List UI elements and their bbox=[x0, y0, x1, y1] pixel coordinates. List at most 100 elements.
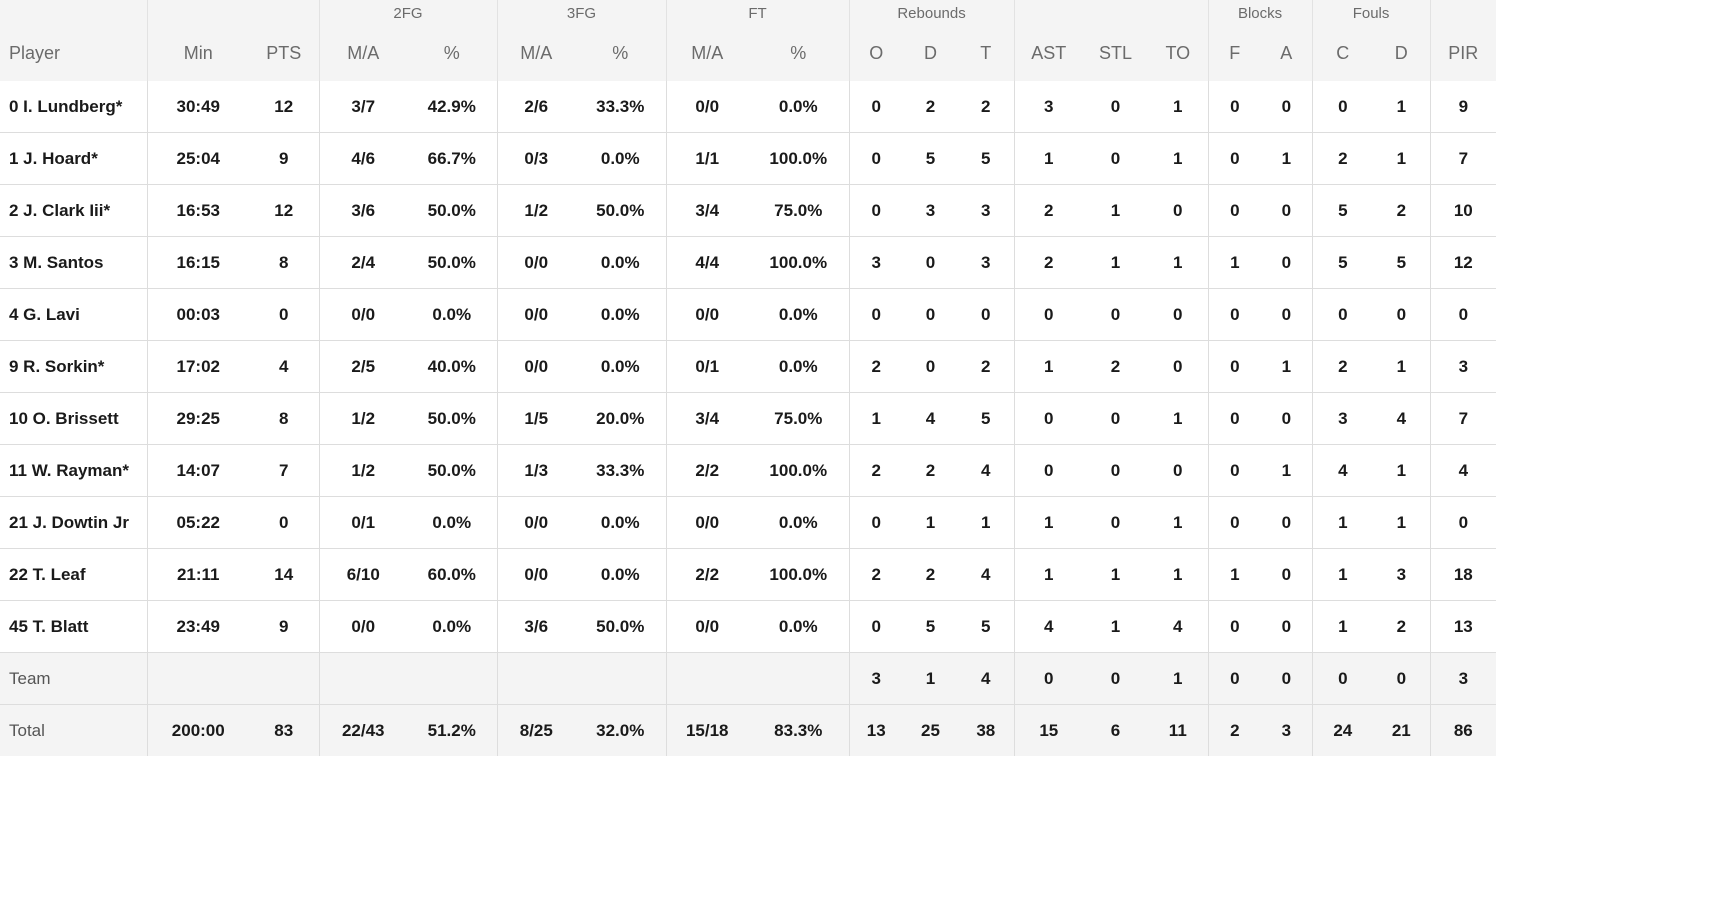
stat-cell-blk-a: 0 bbox=[1261, 496, 1313, 549]
stat-cell-3fg-ma: 0/0 bbox=[496, 496, 575, 549]
stat-cell-ft-pct: 83.3% bbox=[748, 704, 850, 756]
stat-cell-foul-d: 4 bbox=[1373, 392, 1431, 445]
player-row: 45 T. Blatt 23:49 9 0/0 0.0% 3/6 50.0% 0/0 0.0% 0… bbox=[0, 600, 1497, 653]
column-header-player[interactable]: Player bbox=[0, 26, 147, 81]
column-header-3fg-ma[interactable]: M/A bbox=[496, 26, 575, 81]
stat-cell-3fg-pct: 33.3% bbox=[575, 444, 666, 497]
column-header-reb-d[interactable]: D bbox=[903, 26, 959, 81]
player-name-cell[interactable]: 2 J. Clark Iii* bbox=[0, 184, 147, 237]
stat-cell-2fg-ma: 4/6 bbox=[318, 132, 407, 185]
stat-cell-stl: 0 bbox=[1083, 392, 1149, 445]
stat-cell-reb-t: 4 bbox=[958, 548, 1015, 601]
stat-cell-reb-d: 1 bbox=[903, 496, 959, 549]
stat-cell-blk-f: 0 bbox=[1207, 392, 1262, 445]
stat-cell-reb-d: 2 bbox=[903, 548, 959, 601]
player-row: 11 W. Rayman* 14:07 7 1/2 50.0% 1/3 33.3% 2/2 10… bbox=[0, 444, 1497, 497]
stat-cell-min: 25:04 bbox=[146, 132, 249, 185]
stat-cell-pir: 0 bbox=[1429, 496, 1497, 549]
stat-cell-ft-pct: 100.0% bbox=[748, 132, 850, 185]
column-header-reb-o[interactable]: O bbox=[848, 26, 904, 81]
stat-cell-ft-ma bbox=[665, 652, 748, 705]
column-header-2fg-ma[interactable]: M/A bbox=[318, 26, 407, 81]
stat-cell-2fg-pct: 0.0% bbox=[407, 496, 497, 549]
stat-cell-ast: 0 bbox=[1013, 288, 1084, 341]
stat-cell-3fg-pct: 0.0% bbox=[575, 548, 666, 601]
stat-cell-pts: 0 bbox=[249, 288, 319, 341]
stat-cell-3fg-ma: 1/2 bbox=[496, 184, 575, 237]
stat-cell-reb-d: 3 bbox=[903, 184, 959, 237]
stat-cell-stl: 0 bbox=[1083, 652, 1149, 705]
column-header-blk-a[interactable]: A bbox=[1261, 26, 1313, 81]
stat-cell-pir: 3 bbox=[1429, 340, 1497, 393]
player-name-cell[interactable]: 0 I. Lundberg* bbox=[9, 96, 123, 116]
stat-cell-foul-d: 2 bbox=[1373, 184, 1431, 237]
column-header-min[interactable]: Min bbox=[146, 26, 249, 81]
stat-cell-blk-a: 0 bbox=[1261, 392, 1313, 445]
stat-cell-3fg-ma: 0/0 bbox=[496, 236, 575, 289]
stat-cell-3fg-pct bbox=[575, 652, 666, 705]
stat-cell-3fg-ma bbox=[496, 652, 575, 705]
column-header-reb-t[interactable]: T bbox=[958, 26, 1015, 81]
stat-cell-foul-d: 1 bbox=[1373, 340, 1431, 393]
player-name-cell[interactable]: 11 W. Rayman* bbox=[0, 444, 147, 497]
column-header-pts[interactable]: PTS bbox=[249, 26, 319, 81]
stat-cell-2fg-ma: 2/4 bbox=[318, 236, 407, 289]
stat-cell-blk-a: 0 bbox=[1261, 652, 1313, 705]
stat-cell-reb-d: 5 bbox=[903, 600, 959, 653]
stat-cell-blk-a: 0 bbox=[1281, 96, 1292, 116]
player-name-cell: Team bbox=[0, 652, 147, 705]
stat-cell-2fg-pct: 0.0% bbox=[407, 288, 497, 341]
stat-cell-pir: 18 bbox=[1429, 548, 1497, 601]
stat-cell-ast: 1 bbox=[1013, 132, 1084, 185]
stat-cell-pir: 13 bbox=[1429, 600, 1497, 653]
stat-cell-stl: 6 bbox=[1083, 704, 1149, 756]
column-header-ast[interactable]: AST bbox=[1013, 26, 1084, 81]
stat-cell-stl: 1 bbox=[1083, 548, 1149, 601]
column-header-ft-pct[interactable]: % bbox=[748, 26, 850, 81]
stat-cell-ft-pct: 0.0% bbox=[748, 288, 850, 341]
stat-cell-blk-f: 0 bbox=[1207, 600, 1262, 653]
stat-cell-reb-o: 2 bbox=[848, 548, 904, 601]
player-name-cell[interactable]: 3 M. Santos bbox=[0, 236, 147, 289]
stat-cell-min: 14:07 bbox=[146, 444, 249, 497]
stat-cell-2fg-ma: 1/2 bbox=[318, 392, 407, 445]
player-name-cell[interactable]: 45 T. Blatt bbox=[0, 600, 147, 653]
stat-cell-2fg-pct: 0.0% bbox=[407, 600, 497, 653]
stat-cell-3fg-ma: 2/6 bbox=[496, 81, 575, 133]
stat-cell-ft-ma: 0/0 bbox=[665, 496, 748, 549]
stat-cell-3fg-ma: 0/3 bbox=[496, 132, 575, 185]
stat-cell-foul-d: 1 bbox=[1373, 132, 1431, 185]
stat-cell-3fg-pct: 20.0% bbox=[575, 392, 666, 445]
stat-cell-reb-o: 3 bbox=[848, 236, 904, 289]
stat-cell-reb-t: 3 bbox=[958, 236, 1015, 289]
player-name-cell[interactable]: 1 J. Hoard* bbox=[0, 132, 147, 185]
stat-cell-blk-a: 3 bbox=[1261, 704, 1313, 756]
column-header-to[interactable]: TO bbox=[1148, 26, 1209, 81]
stat-cell-2fg-ma: 3/6 bbox=[318, 184, 407, 237]
stat-cell-foul-d: 5 bbox=[1373, 236, 1431, 289]
stat-cell-3fg-pct: 0.0% bbox=[575, 288, 666, 341]
stat-cell-2fg-ma: 0/1 bbox=[318, 496, 407, 549]
player-name-cell[interactable]: 22 T. Leaf bbox=[0, 548, 147, 601]
stat-cell-ft-pct: 0.0% bbox=[748, 600, 850, 653]
stat-cell-2fg-pct: 50.0% bbox=[407, 184, 497, 237]
column-header-2fg-pct[interactable]: % bbox=[407, 26, 497, 81]
column-header-ft-ma[interactable]: M/A bbox=[665, 26, 748, 81]
column-header-foul-d[interactable]: D bbox=[1373, 26, 1431, 81]
stat-cell-foul-c: 24 bbox=[1311, 704, 1374, 756]
column-header-pir[interactable]: PIR bbox=[1429, 26, 1497, 81]
stat-cell-3fg-ma: 0/0 bbox=[496, 288, 575, 341]
stat-cell-2fg-ma: 0/0 bbox=[318, 288, 407, 341]
column-header-stl[interactable]: STL bbox=[1083, 26, 1149, 81]
stat-cell-3fg-ma: 0/0 bbox=[496, 548, 575, 601]
column-header-blk-f[interactable]: F bbox=[1207, 26, 1262, 81]
stat-cell-min: 16:53 bbox=[146, 184, 249, 237]
player-name-cell[interactable]: 9 R. Sorkin* bbox=[0, 340, 147, 393]
stat-cell-to: 11 bbox=[1148, 704, 1209, 756]
player-name-cell[interactable]: 21 J. Dowtin Jr bbox=[0, 496, 147, 549]
player-name-cell[interactable]: 4 G. Lavi bbox=[0, 288, 147, 341]
stat-cell-reb-d: 25 bbox=[903, 704, 959, 756]
column-header-3fg-pct[interactable]: % bbox=[575, 26, 666, 81]
column-header-foul-c[interactable]: C bbox=[1311, 26, 1374, 81]
player-name-cell[interactable]: 10 O. Brissett bbox=[0, 392, 147, 445]
